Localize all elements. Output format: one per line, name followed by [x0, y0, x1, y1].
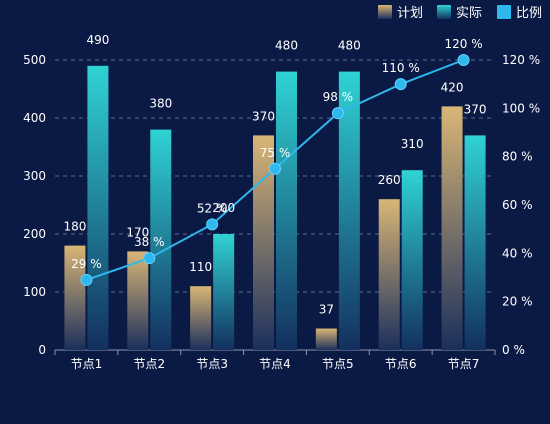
- y-left-tick-label: 400: [23, 111, 46, 125]
- bars: [64, 65, 486, 351]
- y-left-tick-label: 100: [23, 285, 46, 299]
- legend-label: 实际: [456, 6, 482, 21]
- legend-swatch: [378, 5, 392, 19]
- y-right-tick-label: 100 %: [502, 101, 540, 115]
- plan-bar: [378, 199, 400, 350]
- y-right-tick-label: 60 %: [502, 198, 533, 212]
- actual-value-label: 310: [401, 137, 424, 151]
- ratio-point: [394, 78, 407, 91]
- actual-bar: [87, 65, 109, 351]
- y-right-tick-label: 80 %: [502, 150, 533, 164]
- plan-value-label: 180: [63, 220, 86, 234]
- actual-bar: [401, 170, 423, 350]
- y-right-tick-label: 0 %: [502, 343, 525, 357]
- plan-bar: [315, 328, 337, 350]
- plan-bar: [441, 106, 463, 351]
- legend-label: 比例: [516, 6, 542, 21]
- ratio-point: [331, 107, 344, 120]
- plan-bar: [64, 245, 86, 350]
- ratio-value-label: 52 %: [197, 201, 228, 215]
- x-tick-label: 节点3: [196, 357, 228, 371]
- actual-value-label: 370: [464, 102, 487, 116]
- ratio-point: [269, 162, 281, 175]
- plan-value-label: 110: [189, 260, 212, 274]
- x-tick-label: 节点5: [322, 357, 354, 371]
- plan-value-label: 420: [441, 80, 464, 94]
- actual-bar: [276, 71, 297, 350]
- plan-value-label: 260: [378, 173, 401, 187]
- y-right-tick-label: 20 %: [502, 295, 533, 309]
- ratio-value-label: 75 %: [260, 146, 291, 160]
- actual-bar: [213, 234, 235, 350]
- ratio-value-label: 38 %: [134, 235, 165, 249]
- legend-swatch: [437, 5, 451, 19]
- actual-value-label: 490: [86, 33, 109, 47]
- legend-label: 计划: [397, 6, 423, 21]
- data-labels: 1804901703801102003704803748026031042037…: [63, 33, 486, 317]
- y-left-tick-label: 200: [23, 227, 46, 241]
- x-tick-label: 节点7: [448, 357, 480, 371]
- ratio-point: [143, 252, 156, 265]
- legend-swatch: [497, 5, 511, 19]
- actual-value-label: 480: [338, 39, 361, 53]
- y-left-tick-label: 500: [23, 53, 46, 67]
- ratio-value-label: 110 %: [382, 61, 420, 75]
- ratio-point: [457, 54, 470, 66]
- plan-bar: [127, 251, 149, 350]
- y-left-tick-label: 300: [23, 169, 46, 183]
- ratio-point: [206, 218, 219, 231]
- plan-value-label: 170: [126, 225, 149, 239]
- ratio-value-label: 120 %: [445, 37, 483, 51]
- ratio-value-label: 98 %: [323, 90, 354, 104]
- x-tick-label: 节点2: [133, 357, 165, 371]
- y-right-tick-label: 120 %: [502, 53, 540, 67]
- plan-bar: [190, 286, 212, 350]
- plan-bar: [253, 135, 274, 350]
- actual-value-label: 200: [212, 201, 235, 215]
- plan-value-label: 37: [319, 303, 334, 317]
- actual-value-label: 380: [149, 97, 172, 111]
- legend: 计划 实际 比例: [378, 5, 542, 21]
- y-right-tick-label: 40 %: [502, 246, 533, 260]
- grid-lines: [55, 59, 495, 293]
- x-tick-label: 节点6: [385, 357, 417, 371]
- plan-value-label: 370: [252, 109, 275, 123]
- actual-bar: [338, 71, 360, 350]
- y-left-tick-label: 0: [38, 343, 46, 357]
- ratio-value-label: 29 %: [71, 257, 102, 271]
- ratio-line: [80, 54, 470, 286]
- x-tick-label: 节点4: [259, 357, 291, 371]
- actual-bar: [464, 135, 486, 350]
- actual-bar: [150, 129, 172, 350]
- x-tick-label: 节点1: [71, 357, 103, 371]
- ratio-point: [80, 273, 93, 286]
- actual-value-label: 480: [275, 39, 298, 53]
